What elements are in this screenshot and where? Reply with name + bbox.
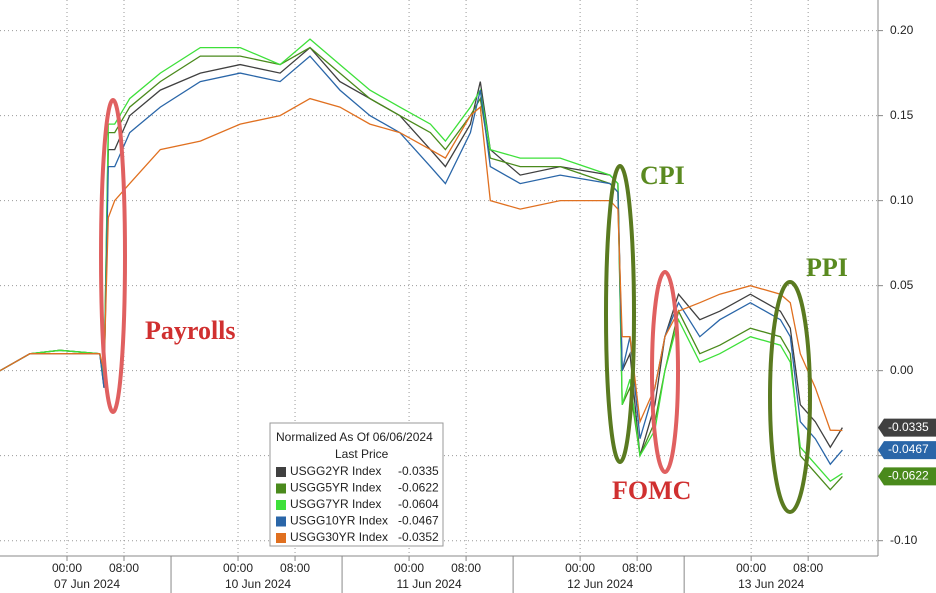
price-tag-label: -0.0467 xyxy=(888,442,929,456)
ppi-ellipse xyxy=(768,280,812,514)
x-tick-label: 08:00 xyxy=(109,561,139,575)
legend-value: -0.0622 xyxy=(398,481,439,495)
x-tick-label: 00:00 xyxy=(736,561,766,575)
annotation: CPI xyxy=(640,161,685,190)
legend-value: -0.0604 xyxy=(398,497,439,511)
legend-box xyxy=(269,422,444,547)
x-date-label: 11 Jun 2024 xyxy=(396,577,461,591)
legend-label: USGG7YR Index xyxy=(290,497,381,511)
price-tag-label: -0.0335 xyxy=(888,420,929,434)
x-tick-label: 08:00 xyxy=(280,561,310,575)
annotation: FOMC xyxy=(612,476,691,505)
annotation: PPI xyxy=(806,253,848,282)
legend-label: USGG5YR Index xyxy=(290,481,381,495)
legend-value: -0.0352 xyxy=(398,530,439,544)
price-tag xyxy=(878,441,936,460)
legend-swatch xyxy=(276,516,286,527)
price-tag xyxy=(878,467,936,486)
legend-swatch xyxy=(276,483,286,494)
x-tick-label: 00:00 xyxy=(565,561,595,575)
y-tick-label: 0.00 xyxy=(890,363,914,377)
legend-label: USGG30YR Index xyxy=(290,530,388,544)
legend-label: USGG10YR Index xyxy=(290,514,388,528)
payrolls-ellipse xyxy=(99,98,127,414)
x-tick-label: 08:00 xyxy=(451,561,481,575)
price-tag-label: -0.0622 xyxy=(888,469,929,483)
y-tick-label: 0.10 xyxy=(890,193,914,207)
legend-swatch xyxy=(276,533,286,543)
legend-label: USGG2YR Index xyxy=(290,464,381,478)
legend-value: -0.0467 xyxy=(398,514,439,528)
annotation: Payrolls xyxy=(145,316,236,345)
legend-swatch xyxy=(276,467,286,477)
x-tick-label: 00:00 xyxy=(52,561,82,575)
legend-swatch xyxy=(276,500,286,510)
cpi-ellipse xyxy=(604,164,636,464)
x-tick-label: 00:00 xyxy=(394,561,424,575)
y-tick-label: 0.20 xyxy=(890,23,914,37)
y-tick-label: 0.15 xyxy=(890,108,914,122)
legend-title: Normalized As Of 06/06/2024 xyxy=(276,430,433,444)
x-tick-label: 08:00 xyxy=(793,561,823,575)
x-tick-label: 08:00 xyxy=(622,561,652,575)
legend-value: -0.0335 xyxy=(398,464,439,478)
fomc-ellipse xyxy=(650,270,680,474)
x-tick-label: 00:00 xyxy=(223,561,253,575)
x-date-label: 12 Jun 2024 xyxy=(567,577,633,591)
y-tick-label: 0.05 xyxy=(890,278,914,292)
y-tick-label: -0.10 xyxy=(890,533,918,547)
x-date-label: 07 Jun 2024 xyxy=(54,577,120,591)
series-line xyxy=(0,38,843,483)
price-tag xyxy=(878,418,936,437)
legend-subtitle: Last Price xyxy=(335,447,389,461)
x-date-label: 13 Jun 2024 xyxy=(738,577,804,591)
x-date-label: 10 Jun 2024 xyxy=(225,577,291,591)
